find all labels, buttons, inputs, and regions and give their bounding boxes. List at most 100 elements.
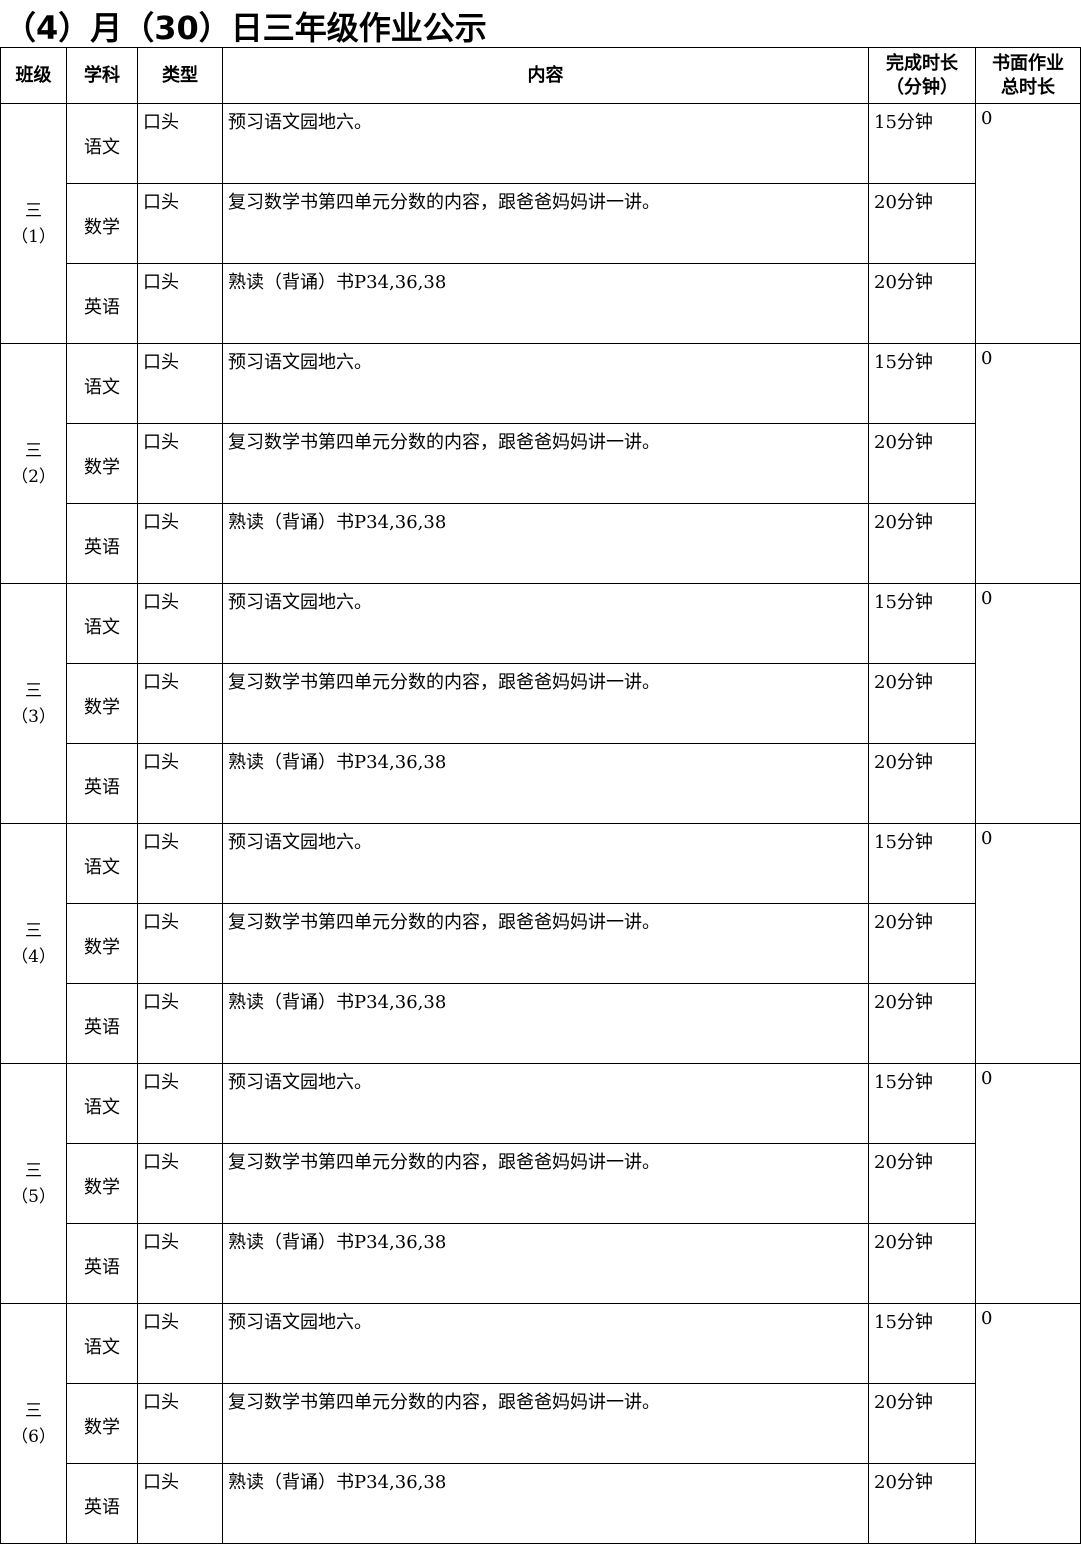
table-row: 英语 口头 熟读（背诵）书P34,36,38 20分钟 [1, 1463, 1081, 1544]
class-number: （4） [11, 946, 56, 967]
total-cell: 0 [975, 343, 1081, 584]
header-row: 班级 学科 类型 内容 完成时长 （分钟） 书面作业 总时长 [0, 47, 1081, 104]
content-cell: 预习语文园地六。 [222, 823, 869, 904]
class-number: （6） [11, 1426, 56, 1447]
content-cell: 复习数学书第四单元分数的内容，跟爸爸妈妈讲一讲。 [222, 423, 869, 504]
type-cell: 口头 [137, 103, 223, 184]
content-cell: 预习语文园地六。 [222, 343, 869, 424]
type-cell: 口头 [137, 1223, 223, 1304]
header-duration-line2: （分钟） [886, 76, 958, 98]
duration-cell: 20分钟 [868, 1463, 976, 1544]
duration-cell: 20分钟 [868, 663, 976, 744]
type-cell: 口头 [137, 1383, 223, 1464]
class-grade: 三 [25, 200, 42, 221]
content-cell: 预习语文园地六。 [222, 583, 869, 664]
header-type: 类型 [137, 47, 223, 104]
subject-cell: 语文 [66, 823, 138, 904]
table-row: 三（5） 语文 口头 预习语文园地六。 15分钟 0 [0, 1063, 1081, 1304]
table-row: 英语 口头 熟读（背诵）书P34,36,38 20分钟 [1, 983, 1081, 1064]
table-row: 数学 口头 复习数学书第四单元分数的内容，跟爸爸妈妈讲一讲。 20分钟 [1, 663, 1081, 744]
subject-cell: 数学 [66, 423, 138, 504]
subject-cell: 英语 [66, 743, 138, 824]
type-cell: 口头 [137, 903, 223, 984]
type-cell: 口头 [137, 423, 223, 504]
content-cell: 熟读（背诵）书P34,36,38 [222, 743, 869, 824]
subject-cell: 语文 [66, 103, 138, 184]
total-cell: 0 [975, 823, 1081, 1064]
subject-cell: 语文 [66, 343, 138, 424]
page-title: （4）月（30）日三年级作业公示 [4, 9, 487, 47]
header-subject: 学科 [66, 47, 138, 104]
total-cell: 0 [975, 1063, 1081, 1304]
content-cell: 预习语文园地六。 [222, 1303, 869, 1384]
class-cell: 三 （6） [0, 1303, 67, 1544]
duration-cell: 15分钟 [868, 823, 976, 904]
subject-cell: 语文 [66, 583, 138, 664]
header-content: 内容 [222, 47, 869, 104]
table-row: 英语 口头 熟读（背诵）书P34,36,38 20分钟 [1, 263, 1081, 344]
subject-cell: 语文 [66, 1063, 138, 1144]
duration-cell: 20分钟 [868, 1223, 976, 1304]
table-row: 三（1） 语文 口头 预习语文园地六。 15分钟 0 [0, 103, 1081, 344]
class-number: （1） [11, 226, 56, 247]
table-row: 英语 口头 熟读（背诵）书P34,36,38 20分钟 [1, 1223, 1081, 1304]
table-row: 三（4） 语文 口头 预习语文园地六。 15分钟 0 [0, 823, 1081, 1064]
table-row: 英语 口头 熟读（背诵）书P34,36,38 20分钟 [1, 503, 1081, 584]
duration-cell: 20分钟 [868, 183, 976, 264]
content-cell: 熟读（背诵）书P34,36,38 [222, 1223, 869, 1304]
duration-cell: 20分钟 [868, 1383, 976, 1464]
class-grade: 三 [25, 440, 42, 461]
content-cell: 预习语文园地六。 [222, 1063, 869, 1144]
type-cell: 口头 [137, 343, 223, 424]
content-cell: 复习数学书第四单元分数的内容，跟爸爸妈妈讲一讲。 [222, 1143, 869, 1224]
duration-cell: 20分钟 [868, 1143, 976, 1224]
header-duration: 完成时长 （分钟） [868, 47, 976, 104]
type-cell: 口头 [137, 1463, 223, 1544]
class-cell: 三 （1） [0, 103, 67, 344]
duration-cell: 15分钟 [868, 1063, 976, 1144]
header-total: 书面作业 总时长 [975, 47, 1081, 104]
table-row: 数学 口头 复习数学书第四单元分数的内容，跟爸爸妈妈讲一讲。 20分钟 [1, 903, 1081, 984]
table-row: 数学 口头 复习数学书第四单元分数的内容，跟爸爸妈妈讲一讲。 20分钟 [1, 183, 1081, 264]
subject-cell: 数学 [66, 663, 138, 744]
table-row: 英语 口头 熟读（背诵）书P34,36,38 20分钟 [1, 743, 1081, 824]
duration-cell: 15分钟 [868, 103, 976, 184]
content-cell: 复习数学书第四单元分数的内容，跟爸爸妈妈讲一讲。 [222, 903, 869, 984]
content-cell: 熟读（背诵）书P34,36,38 [222, 983, 869, 1064]
type-cell: 口头 [137, 983, 223, 1064]
class-number: （3） [11, 706, 56, 727]
class-grade: 三 [25, 1400, 42, 1421]
content-cell: 熟读（背诵）书P34,36,38 [222, 503, 869, 584]
subject-cell: 英语 [66, 263, 138, 344]
type-cell: 口头 [137, 1303, 223, 1384]
type-cell: 口头 [137, 503, 223, 584]
duration-cell: 15分钟 [868, 343, 976, 424]
header-duration-line1: 完成时长 [886, 52, 958, 74]
total-cell: 0 [975, 583, 1081, 824]
content-cell: 复习数学书第四单元分数的内容，跟爸爸妈妈讲一讲。 [222, 183, 869, 264]
content-cell: 熟读（背诵）书P34,36,38 [222, 263, 869, 344]
type-cell: 口头 [137, 743, 223, 824]
table-row: 数学 口头 复习数学书第四单元分数的内容，跟爸爸妈妈讲一讲。 20分钟 [1, 1383, 1081, 1464]
table-row: 三（2） 语文 口头 预习语文园地六。 15分钟 0 [0, 343, 1081, 584]
header-total-line1: 书面作业 [992, 52, 1064, 74]
subject-cell: 英语 [66, 1223, 138, 1304]
subject-cell: 语文 [66, 1303, 138, 1384]
table-row: 数学 口头 复习数学书第四单元分数的内容，跟爸爸妈妈讲一讲。 20分钟 [1, 1143, 1081, 1224]
subject-cell: 英语 [66, 1463, 138, 1544]
content-cell: 预习语文园地六。 [222, 103, 869, 184]
type-cell: 口头 [137, 183, 223, 264]
type-cell: 口头 [137, 1143, 223, 1224]
content-cell: 熟读（背诵）书P34,36,38 [222, 1463, 869, 1544]
table-row: 三（6） 语文 口头 预习语文园地六。 15分钟 0 [0, 1303, 1081, 1544]
class-cell: 三 （5） [0, 1063, 67, 1304]
duration-cell: 20分钟 [868, 423, 976, 504]
subject-cell: 数学 [66, 903, 138, 984]
duration-cell: 20分钟 [868, 743, 976, 824]
duration-cell: 20分钟 [868, 983, 976, 1064]
class-grade: 三 [25, 920, 42, 941]
type-cell: 口头 [137, 583, 223, 664]
header-class: 班级 [0, 47, 67, 104]
subject-cell: 数学 [66, 183, 138, 264]
type-cell: 口头 [137, 663, 223, 744]
